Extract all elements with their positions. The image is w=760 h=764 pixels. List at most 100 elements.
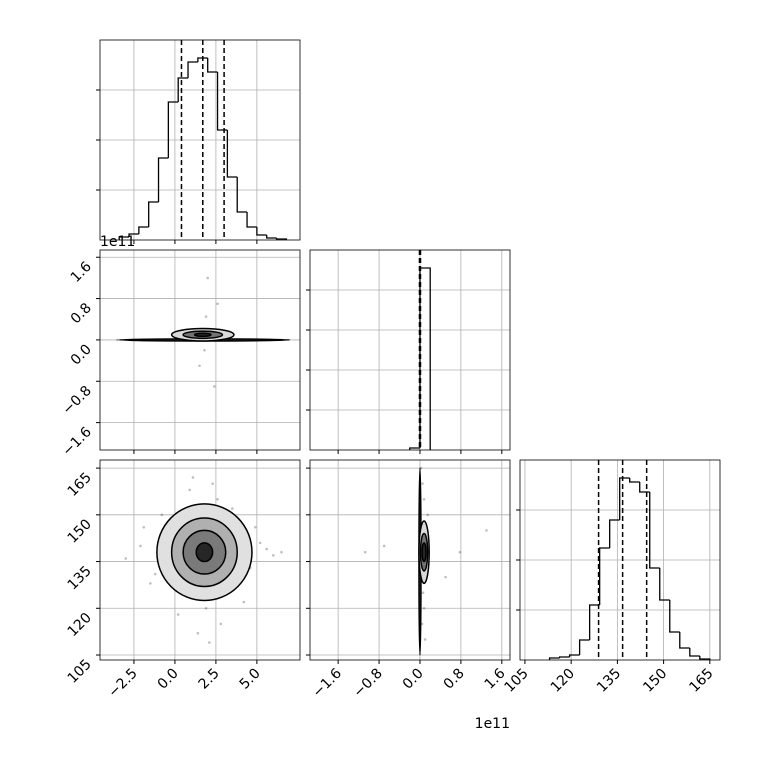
y-tick-label: 0.0	[68, 341, 95, 368]
sample-point	[280, 550, 283, 554]
hist-step	[177, 77, 189, 102]
hist-step	[568, 654, 580, 657]
plot-area	[409, 250, 431, 450]
x-tick-label: 165	[686, 666, 716, 696]
panel-frame	[99, 249, 301, 451]
x-tick-label: −1.6	[310, 665, 345, 700]
y-tick-label: 165	[65, 470, 95, 500]
panel: 1.6 0.8 0.0 −0.8 −1.6 1e11	[59, 234, 301, 459]
panel: 105 120 135 150 165	[502, 459, 721, 696]
hist-step	[679, 632, 690, 649]
sample-point	[230, 507, 234, 510]
hist-step	[187, 61, 198, 78]
sample-point	[116, 338, 119, 342]
hist-step	[266, 235, 277, 239]
hist-step	[148, 201, 159, 227]
hist-step	[578, 639, 590, 655]
x-tick-label: 5.0	[237, 666, 264, 693]
hist-step	[167, 101, 179, 158]
hist-step	[588, 604, 600, 640]
sample-point	[253, 525, 257, 529]
sample-point	[212, 385, 216, 388]
hist-step	[558, 656, 570, 658]
panel-frame	[99, 39, 301, 241]
sample-point	[216, 302, 219, 306]
sample-point	[124, 557, 128, 560]
sample-point	[196, 631, 200, 635]
hist-step	[548, 657, 560, 660]
contour	[195, 542, 214, 563]
sample-point	[176, 613, 180, 616]
hist-step	[236, 177, 248, 213]
panel-frame	[99, 459, 301, 661]
panel	[96, 39, 301, 244]
sample-point	[271, 554, 275, 557]
hist-step	[609, 519, 620, 548]
x-tick-label: 0.8	[441, 666, 468, 693]
sample-point	[426, 513, 429, 517]
sample-point	[422, 497, 426, 501]
contour	[193, 332, 212, 338]
sample-point	[208, 641, 211, 644]
y-tick-label: 105	[65, 657, 95, 687]
y-tick-label: 0.8	[68, 300, 95, 327]
sample-point	[198, 364, 201, 368]
sample-point	[204, 315, 208, 318]
hist-step	[409, 447, 420, 450]
x-tick-label: 150	[640, 666, 670, 696]
hist-step	[207, 58, 218, 73]
x-tick-label: 105	[502, 666, 532, 696]
sample-point	[444, 575, 447, 579]
hist-step	[128, 233, 139, 237]
panel-frame	[309, 249, 511, 451]
panel	[306, 249, 511, 454]
hist-step	[197, 57, 208, 62]
hist-step	[629, 478, 640, 483]
sample-point	[216, 497, 219, 501]
hist-step	[138, 226, 149, 234]
plot-area	[124, 476, 283, 644]
hist-step	[157, 157, 169, 202]
hist-step	[669, 600, 680, 633]
hist-step	[256, 227, 267, 236]
panel-frame	[519, 459, 721, 661]
sample-point	[421, 591, 425, 595]
sample-point	[421, 482, 424, 485]
y-tick-label: 1.6	[68, 259, 95, 286]
contour	[421, 542, 427, 563]
hist-step	[639, 482, 650, 493]
hist-step	[246, 212, 257, 228]
hist-step	[275, 238, 288, 240]
sample-point	[211, 482, 214, 485]
sample-point	[423, 638, 427, 641]
hist-step	[659, 568, 670, 601]
sample-point	[485, 529, 488, 532]
sample-point	[363, 550, 367, 554]
y-tick-label: 135	[65, 563, 95, 593]
x-tick-label: 2.5	[196, 666, 223, 693]
sample-point	[219, 622, 223, 626]
sample-point	[382, 544, 386, 548]
hist-step	[619, 477, 630, 520]
sample-point	[265, 547, 269, 551]
sample-point	[206, 276, 210, 280]
hist-step	[118, 236, 130, 240]
sample-point	[139, 544, 142, 548]
y-tick-label: −0.8	[59, 383, 94, 418]
hist-step	[649, 492, 660, 569]
panel-frame	[309, 459, 511, 661]
y-tick-label: 150	[65, 516, 95, 546]
hist-step	[226, 130, 238, 178]
x-tick-label: 0.0	[400, 666, 427, 693]
hist-step	[419, 267, 431, 450]
plot-area	[116, 276, 291, 388]
sample-point	[458, 550, 462, 554]
sample-point	[258, 541, 262, 545]
sample-point	[242, 600, 246, 604]
sample-point	[203, 348, 206, 352]
sample-point	[188, 488, 191, 492]
sample-point	[204, 606, 208, 610]
sample-point	[142, 525, 146, 529]
